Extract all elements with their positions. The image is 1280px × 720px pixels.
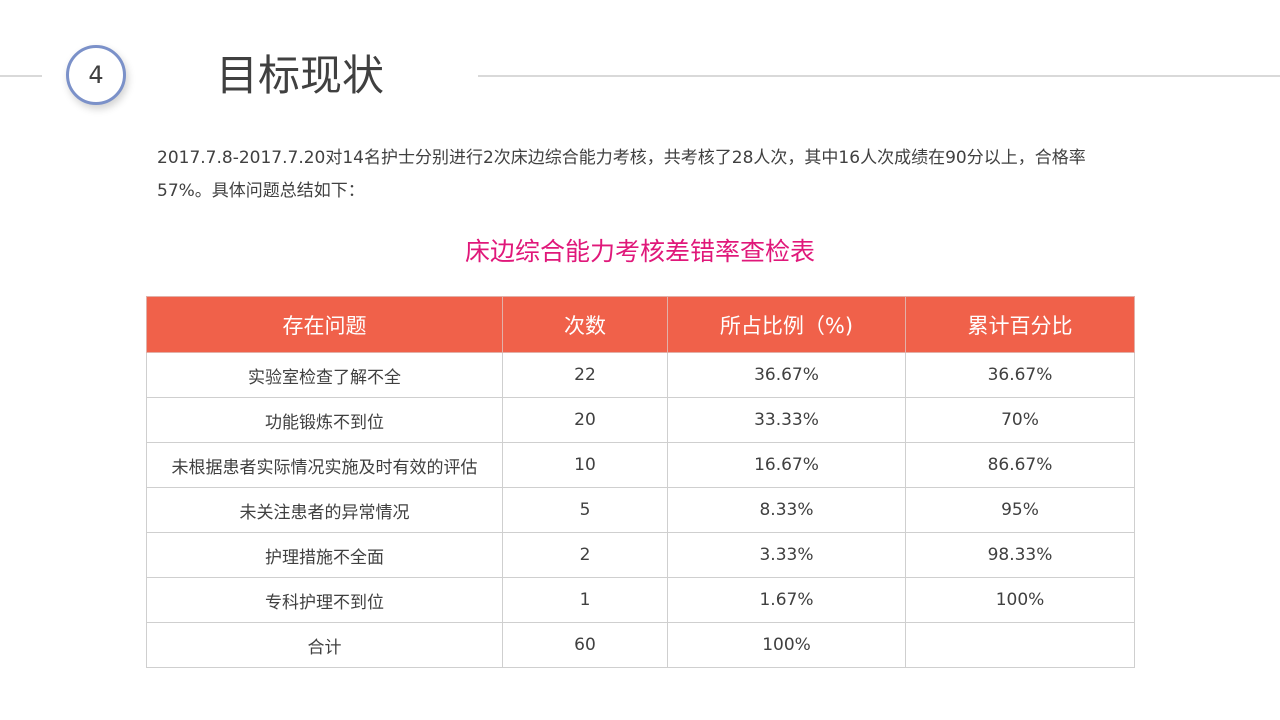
header-issue: 存在问题 <box>146 296 503 353</box>
cell-percentage: 36.67% <box>667 352 906 398</box>
cell-cumulative: 100% <box>905 577 1135 623</box>
divider-right <box>478 75 1280 77</box>
cell-count: 2 <box>502 532 668 578</box>
cell-count: 5 <box>502 487 668 533</box>
cell-issue: 专科护理不到位 <box>146 577 503 623</box>
header-count: 次数 <box>502 296 668 353</box>
cell-cumulative <box>905 622 1135 668</box>
intro-paragraph: 2017.7.8-2017.7.20对14名护士分别进行2次床边综合能力考核，共… <box>157 148 1086 201</box>
cell-count: 22 <box>502 352 668 398</box>
table-row: 专科护理不到位 1 1.67% 100% <box>146 577 1135 623</box>
cell-cumulative: 70% <box>905 397 1135 443</box>
cell-percentage: 1.67% <box>667 577 906 623</box>
table-title: 床边综合能力考核差错率查检表 <box>464 237 815 266</box>
table-row: 功能锻炼不到位 20 33.33% 70% <box>146 397 1135 443</box>
cell-issue: 合计 <box>146 622 503 668</box>
section-number: 4 <box>88 61 104 89</box>
cell-cumulative: 86.67% <box>905 442 1135 488</box>
cell-issue: 功能锻炼不到位 <box>146 397 503 443</box>
cell-percentage: 33.33% <box>667 397 906 443</box>
table-header-row: 存在问题 次数 所占比例（%) 累计百分比 <box>146 296 1135 353</box>
table-row: 未根据患者实际情况实施及时有效的评估 10 16.67% 86.67% <box>146 442 1135 488</box>
cell-percentage: 100% <box>667 622 906 668</box>
section-number-badge: 4 <box>66 45 126 105</box>
error-rate-table: 存在问题 次数 所占比例（%) 累计百分比 实验室检查了解不全 22 36.67… <box>146 296 1135 668</box>
cell-cumulative: 95% <box>905 487 1135 533</box>
divider-left <box>0 75 42 77</box>
cell-percentage: 3.33% <box>667 532 906 578</box>
page-title: 目标现状 <box>216 51 385 100</box>
cell-count: 20 <box>502 397 668 443</box>
cell-count: 10 <box>502 442 668 488</box>
cell-count: 60 <box>502 622 668 668</box>
cell-issue: 护理措施不全面 <box>146 532 503 578</box>
cell-cumulative: 36.67% <box>905 352 1135 398</box>
cell-issue: 未根据患者实际情况实施及时有效的评估 <box>146 442 503 488</box>
header-cumulative: 累计百分比 <box>905 296 1135 353</box>
table-row-total: 合计 60 100% <box>146 622 1135 668</box>
header-percentage: 所占比例（%) <box>667 296 906 353</box>
cell-count: 1 <box>502 577 668 623</box>
cell-percentage: 16.67% <box>667 442 906 488</box>
table-row: 未关注患者的异常情况 5 8.33% 95% <box>146 487 1135 533</box>
cell-issue: 实验室检查了解不全 <box>146 352 503 398</box>
table-row: 实验室检查了解不全 22 36.67% 36.67% <box>146 352 1135 398</box>
table-row: 护理措施不全面 2 3.33% 98.33% <box>146 532 1135 578</box>
cell-percentage: 8.33% <box>667 487 906 533</box>
cell-issue: 未关注患者的异常情况 <box>146 487 503 533</box>
cell-cumulative: 98.33% <box>905 532 1135 578</box>
